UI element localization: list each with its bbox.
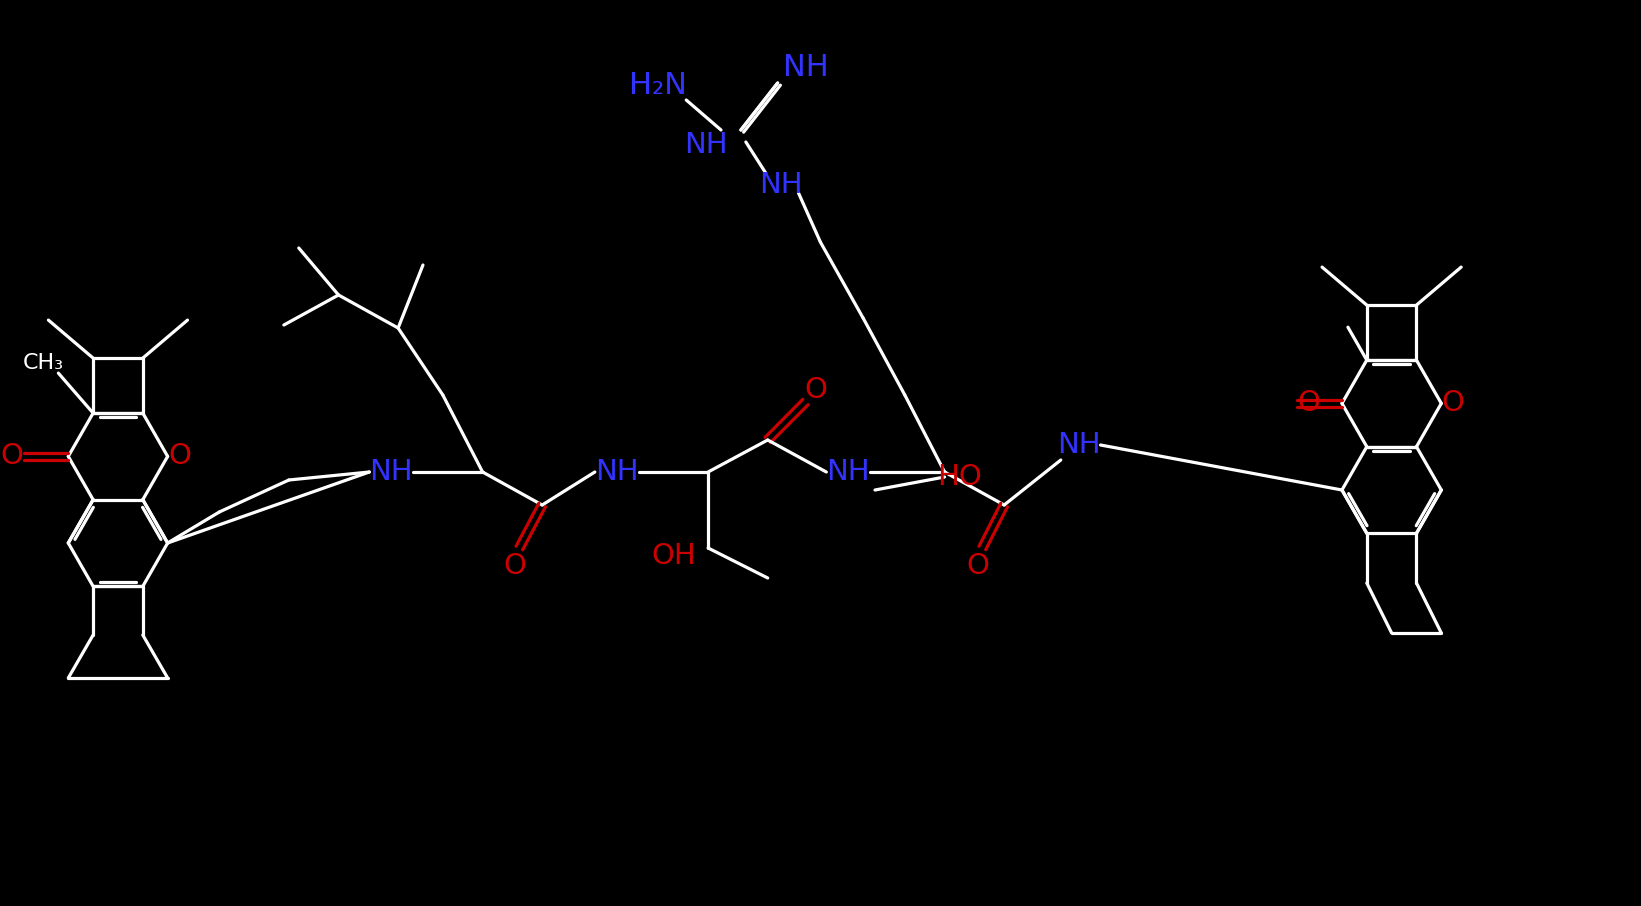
Text: NH: NH	[596, 458, 638, 486]
Text: NH: NH	[783, 53, 829, 82]
Text: NH: NH	[684, 131, 729, 159]
Text: O: O	[1442, 390, 1465, 418]
Text: NH: NH	[758, 171, 802, 199]
Text: O: O	[502, 552, 525, 580]
Text: NH: NH	[1057, 431, 1101, 459]
Text: NH: NH	[369, 458, 414, 486]
Text: H₂N: H₂N	[630, 71, 688, 100]
Text: O: O	[0, 442, 23, 470]
Text: O: O	[804, 376, 827, 404]
Text: NH: NH	[827, 458, 870, 486]
Text: HO: HO	[937, 463, 981, 491]
Text: CH₃: CH₃	[23, 353, 64, 373]
Text: O: O	[1298, 390, 1321, 418]
Text: OH: OH	[651, 542, 696, 570]
Text: O: O	[167, 442, 190, 470]
Text: O: O	[967, 552, 990, 580]
